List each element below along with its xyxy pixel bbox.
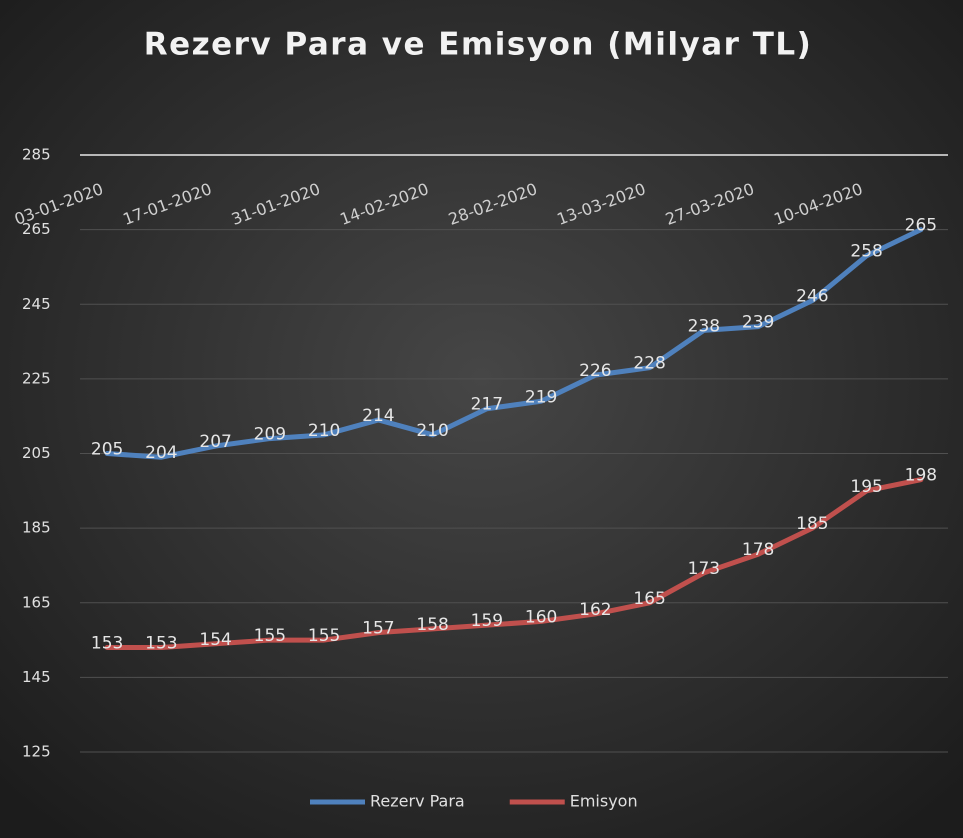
data-label: 185 xyxy=(796,514,828,534)
data-label: 228 xyxy=(633,354,665,374)
data-label: 205 xyxy=(91,440,123,460)
data-label: 153 xyxy=(145,634,177,654)
y-tick-label: 125 xyxy=(22,743,51,761)
data-label: 160 xyxy=(525,607,557,627)
data-label: 238 xyxy=(688,316,720,336)
data-label: 153 xyxy=(91,634,123,654)
data-label: 155 xyxy=(308,626,340,646)
y-tick-label: 185 xyxy=(22,519,51,537)
legend-label: Emisyon xyxy=(570,792,638,811)
y-tick-label: 205 xyxy=(22,444,51,462)
data-label: 210 xyxy=(308,421,340,441)
legend-label: Rezerv Para xyxy=(370,792,465,811)
data-label: 155 xyxy=(254,626,286,646)
data-label: 173 xyxy=(688,559,720,579)
data-label: 214 xyxy=(362,406,394,426)
y-tick-label: 285 xyxy=(22,146,51,164)
data-label: 226 xyxy=(579,361,611,381)
chart-title: Rezerv Para ve Emisyon (Milyar TL) xyxy=(144,27,813,63)
data-label: 195 xyxy=(850,477,882,497)
data-label: 157 xyxy=(362,619,394,639)
y-tick-label: 165 xyxy=(22,593,51,611)
data-label: 154 xyxy=(199,630,231,650)
data-label: 158 xyxy=(416,615,448,635)
data-label: 207 xyxy=(199,432,231,452)
data-label: 217 xyxy=(471,395,503,415)
data-label: 265 xyxy=(905,216,937,236)
data-label: 165 xyxy=(633,589,665,609)
data-label: 239 xyxy=(742,313,774,333)
data-label: 198 xyxy=(905,466,937,486)
data-label: 162 xyxy=(579,600,611,620)
series-line xyxy=(104,477,924,651)
data-label: 210 xyxy=(416,421,448,441)
data-label: 204 xyxy=(145,443,177,463)
y-tick-label: 265 xyxy=(22,220,51,238)
y-tick-label: 225 xyxy=(22,369,51,387)
series-line xyxy=(104,227,924,460)
data-label: 178 xyxy=(742,540,774,560)
data-label: 159 xyxy=(471,611,503,631)
data-label: 246 xyxy=(796,287,828,307)
data-label: 219 xyxy=(525,387,557,407)
data-label: 258 xyxy=(850,242,882,262)
y-tick-label: 145 xyxy=(22,668,51,686)
y-tick-label: 245 xyxy=(22,295,51,313)
data-label: 209 xyxy=(254,425,286,445)
